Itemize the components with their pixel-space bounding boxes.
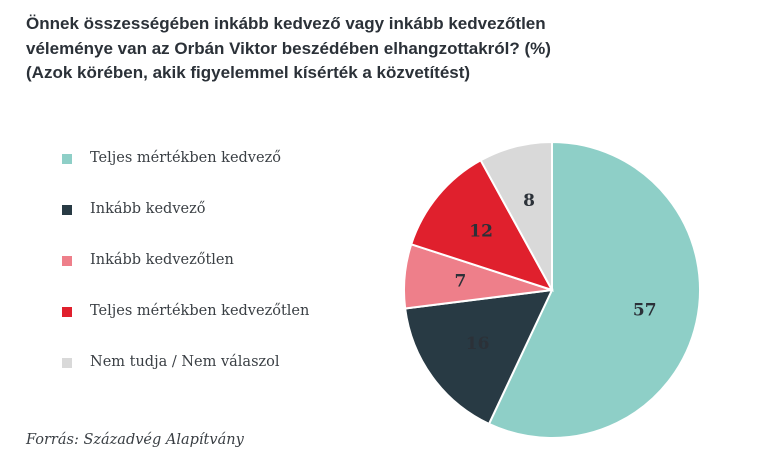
title-line-2: véleménye van az Orbán Viktor beszédében… bbox=[26, 38, 551, 58]
legend-swatch bbox=[62, 205, 72, 215]
pie-slice-3 bbox=[409, 158, 555, 292]
legend-swatch bbox=[62, 358, 72, 368]
chart-title: Önnek összességében inkább kedvező vagy … bbox=[26, 12, 726, 86]
title-line-3: (Azok körében, akik figyelemmel kísérték… bbox=[26, 63, 471, 82]
legend-swatch bbox=[62, 307, 72, 317]
slice-value-label-0: 57 bbox=[633, 301, 657, 321]
slice-value-label-2: 7 bbox=[454, 271, 466, 291]
pie-slice-0 bbox=[487, 140, 701, 439]
slice-value-label-4: 8 bbox=[523, 191, 535, 211]
legend-label: Inkább kedvező bbox=[90, 201, 206, 217]
source-note: Forrás: Századvég Alapítvány bbox=[26, 432, 244, 448]
legend-swatch bbox=[62, 154, 72, 164]
slice-value-label-1: 16 bbox=[466, 334, 490, 354]
legend-label: Nem tudja / Nem válaszol bbox=[90, 354, 280, 370]
legend-label: Teljes mértékben kedvező bbox=[90, 150, 281, 166]
legend-label: Teljes mértékben kedvezőtlen bbox=[90, 303, 310, 319]
legend-label: Inkább kedvezőtlen bbox=[90, 252, 234, 268]
title-line-1: Önnek összességében inkább kedvező vagy … bbox=[26, 14, 546, 33]
legend-swatch bbox=[62, 256, 72, 266]
pie-chart: 57 16 7 12 8 bbox=[403, 140, 701, 439]
pie-slice-4 bbox=[479, 140, 553, 291]
pie-slice-1 bbox=[404, 288, 554, 426]
slice-value-label-3: 12 bbox=[469, 221, 493, 241]
